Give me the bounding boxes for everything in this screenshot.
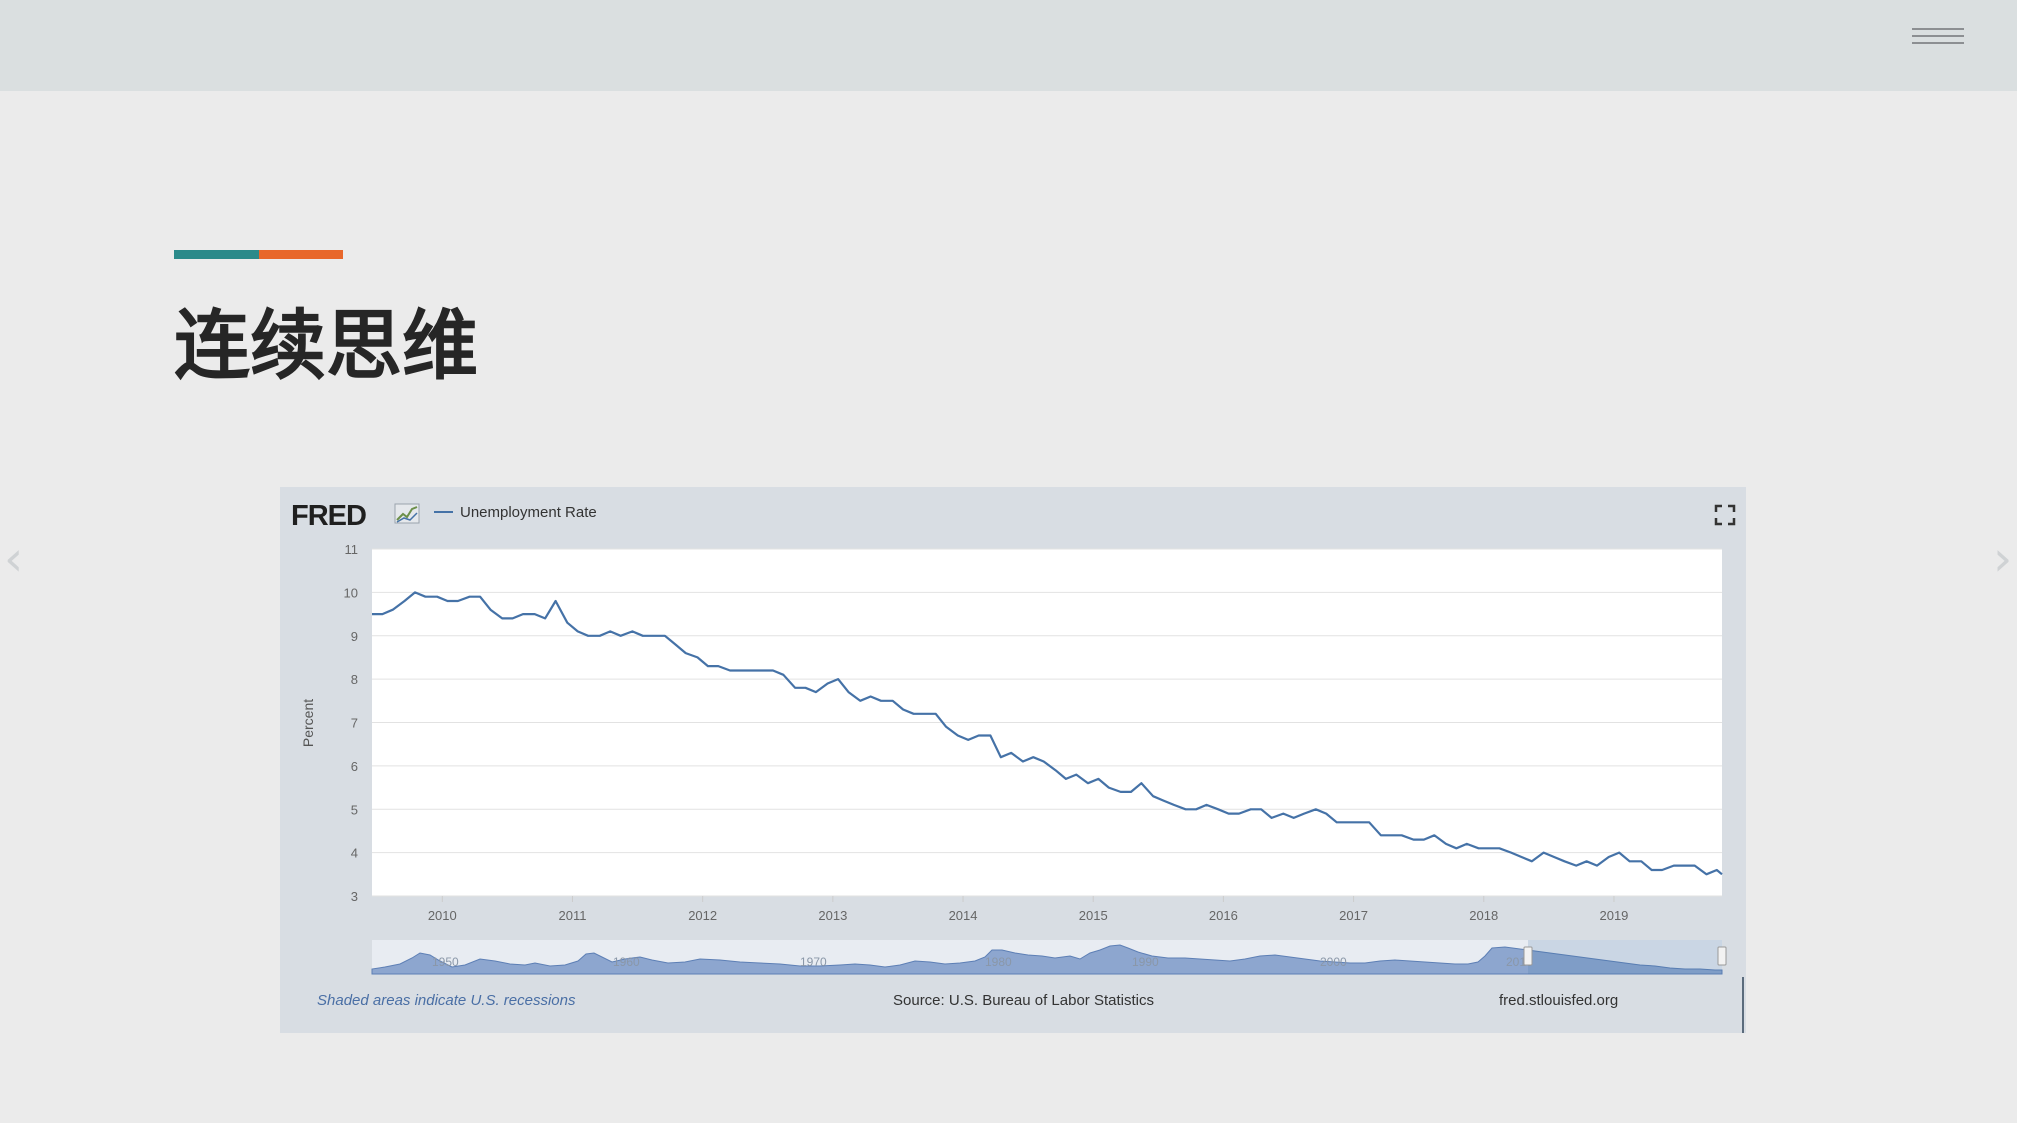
y-tick-label: 11 — [345, 542, 359, 557]
x-tick-label: 2018 — [1469, 908, 1498, 923]
chevron-left-icon[interactable]: ‹ — [4, 531, 24, 587]
fred-site-link[interactable]: fred.stlouisfed.org — [1499, 992, 1618, 1009]
accent-bar-teal — [174, 250, 259, 259]
overview-handle-left[interactable] — [1523, 946, 1533, 966]
fred-logo[interactable]: FRED — [291, 500, 367, 532]
overview-tick-label: 1980 — [985, 955, 1012, 969]
y-tick-label: 8 — [351, 672, 358, 687]
overview-selection[interactable] — [1528, 940, 1722, 974]
top-bar — [0, 0, 2017, 91]
accent-bar-orange — [259, 250, 343, 259]
chevron-right-icon[interactable]: › — [1993, 531, 2013, 587]
overview-tick-label: 1950 — [432, 955, 459, 969]
y-tick-label: 4 — [351, 846, 358, 861]
x-tick-label: 2014 — [949, 908, 978, 923]
x-tick-label: 2015 — [1079, 908, 1108, 923]
x-tick-label: 2017 — [1339, 908, 1368, 923]
fullscreen-icon[interactable] — [1714, 504, 1736, 526]
fred-logo-graph-icon — [394, 503, 420, 524]
series-line-unemployment-rate[interactable] — [372, 591, 1723, 876]
source-credit: Source: U.S. Bureau of Labor Statistics — [893, 992, 1154, 1009]
overview-handle-right[interactable] — [1717, 946, 1727, 966]
y-tick-label: 6 — [351, 759, 358, 774]
slide-title: 连续思维 — [174, 301, 478, 390]
x-tick-label: 2019 — [1599, 908, 1628, 923]
y-axis-label: Percent — [300, 699, 316, 747]
overview-tick-label: 1990 — [1132, 955, 1159, 969]
y-tick-label: 5 — [351, 802, 358, 817]
x-tick-label: 2011 — [558, 908, 586, 923]
x-tick-label: 2012 — [688, 908, 717, 923]
overview-tick-label: 1970 — [800, 955, 827, 969]
overview-area — [371, 944, 1723, 975]
fred-chart: FRED Unemployment Rate 3 4 5 6 7 8 9 10 11 2010 2… — [280, 487, 1746, 1033]
y-tick-label: 10 — [344, 585, 358, 600]
y-tick-label: 3 — [351, 889, 358, 904]
y-tick-label: 7 — [351, 716, 358, 731]
x-tick-label: 2016 — [1209, 908, 1238, 923]
overview-tick-labels: 1950 1960 1970 1980 1990 2000 2010 — [432, 955, 1533, 969]
recession-note: Shaded areas indicate U.S. recessions — [317, 992, 576, 1009]
y-axis-ticks: 3 4 5 6 7 8 9 10 11 — [344, 542, 358, 904]
overview-tick-label: 2000 — [1320, 955, 1347, 969]
x-tick-label: 2013 — [818, 908, 847, 923]
x-tick-label: 2010 — [428, 908, 457, 923]
x-axis-ticks: 2010 2011 2012 2013 2014 2015 2016 2017 2018 2019 — [428, 896, 1628, 923]
hamburger-menu-icon[interactable] — [1912, 28, 1964, 52]
legend-entry: Unemployment Rate — [460, 504, 597, 521]
overview-tick-label: 1960 — [613, 955, 640, 969]
y-tick-label: 9 — [351, 629, 358, 644]
